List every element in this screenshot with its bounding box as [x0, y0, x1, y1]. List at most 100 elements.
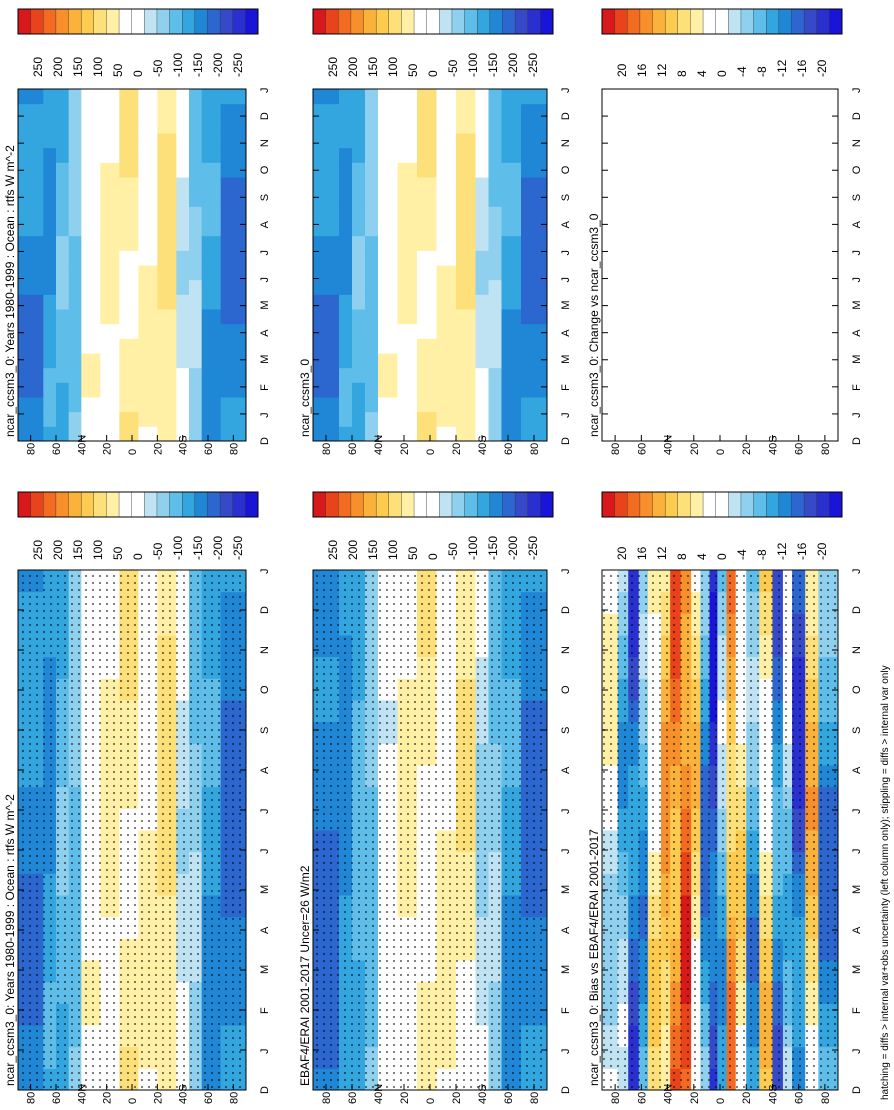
heat-cell	[365, 426, 379, 442]
month-tick-label: J	[851, 88, 863, 94]
colorbar-swatch	[664, 8, 679, 35]
colorbar-tick-label: 250	[31, 57, 45, 77]
heat-cell	[417, 147, 437, 163]
colorbar-swatch	[350, 491, 365, 518]
heat-cell	[176, 235, 190, 251]
month-tick-label: A	[259, 766, 271, 774]
colorbar-tick-label: 50	[111, 63, 125, 77]
heat-cell	[157, 206, 177, 222]
heat-cell	[119, 367, 139, 383]
heat-cell	[119, 279, 139, 295]
heat-cell	[100, 250, 120, 266]
heat-cell	[81, 411, 101, 427]
heat-cell	[43, 235, 57, 251]
heat-cell	[475, 265, 489, 281]
heat-cell	[339, 250, 353, 266]
heat-cell	[81, 265, 101, 281]
heat-cell	[176, 309, 190, 325]
colorbar-swatch	[43, 491, 57, 518]
heat-cell	[397, 250, 418, 266]
colorbar-swatch	[502, 491, 516, 518]
colorbar-swatch	[401, 8, 415, 35]
heat-cell	[201, 353, 222, 369]
heat-cell	[189, 221, 203, 237]
colorbar-tick-label: 100	[386, 57, 400, 77]
colorbar-tick-label: -12	[775, 59, 789, 77]
colorbar-swatch	[715, 8, 729, 35]
heat-cell	[81, 118, 101, 134]
heat-cell	[313, 235, 340, 251]
heat-cell	[313, 309, 340, 325]
month-tick-label: D	[560, 606, 572, 614]
heat-cell	[18, 323, 44, 339]
heat-cell	[397, 206, 418, 222]
heat-cell	[378, 426, 398, 442]
heat-cell	[189, 250, 203, 266]
heat-cell	[189, 103, 203, 119]
heat-cell	[501, 338, 522, 354]
colorbar-tick-label: -200	[506, 536, 520, 560]
month-tick-label: M	[560, 885, 572, 894]
heat-cell	[475, 426, 489, 442]
heat-cell	[68, 367, 82, 383]
heat-cell	[436, 426, 457, 442]
month-tick-label: J	[560, 569, 572, 575]
heat-cell	[436, 206, 457, 222]
lat-tick-label: 20	[741, 1092, 753, 1104]
heat-cell	[43, 221, 57, 237]
month-tick-label: J	[851, 250, 863, 256]
heat-cell	[436, 89, 457, 105]
panel-title: ncar_ccsm3_0	[298, 359, 312, 437]
heat-cell	[417, 353, 437, 369]
heat-cell	[176, 221, 190, 237]
month-tick-label: J	[259, 277, 271, 283]
colorbar-tick-label: 50	[406, 546, 420, 560]
heat-cell	[138, 294, 158, 310]
heat-cell	[456, 397, 476, 413]
heat-cell	[365, 382, 379, 398]
heat-cell	[189, 353, 203, 369]
heat-cell	[436, 250, 457, 266]
heat-cell	[220, 89, 247, 105]
colorbar-tick-label: 0	[426, 70, 440, 77]
heat-cell	[397, 221, 418, 237]
heat-cell	[138, 221, 158, 237]
heat-cell	[313, 338, 340, 354]
month-tick-label: O	[259, 165, 271, 174]
colorbar-swatch	[219, 491, 234, 518]
heat-cell	[339, 411, 353, 427]
heat-cell	[501, 235, 522, 251]
heat-cell	[81, 367, 101, 383]
heat-cell	[436, 411, 457, 427]
heat-cell	[81, 353, 101, 369]
heat-cell	[339, 294, 353, 310]
heat-cell	[201, 323, 222, 339]
colorbar-swatch	[388, 8, 402, 35]
heat-cell	[138, 133, 158, 149]
heat-cell	[521, 103, 548, 119]
heat-cell	[68, 323, 82, 339]
heat-cell	[201, 191, 222, 207]
heat-cell	[201, 367, 222, 383]
heat-cell	[100, 147, 120, 163]
colorbar-swatch	[728, 491, 742, 518]
heat-cell	[488, 133, 502, 149]
heat-cell	[68, 177, 82, 193]
heat-cell	[456, 411, 476, 427]
lat-tick-label: 80	[26, 443, 38, 455]
heat-cell	[378, 147, 398, 163]
heat-cell	[81, 147, 101, 163]
colorbar-swatch	[144, 491, 158, 518]
heat-cell	[18, 221, 44, 237]
colorbar-diff-4: 20 16 12 8 4 0 -4 -8 -12 -16 -20	[601, 8, 843, 77]
heat-cell	[339, 426, 353, 442]
lat-tick-label: 60	[636, 1092, 648, 1104]
colorbar-tick-label: -50	[151, 59, 165, 77]
heat-cell	[378, 133, 398, 149]
heat-cell	[138, 147, 158, 163]
heat-cell	[56, 397, 70, 413]
heat-cell	[501, 162, 522, 178]
colorbar-swatch	[131, 491, 145, 518]
heat-cell	[397, 353, 418, 369]
heat-cell	[352, 397, 366, 413]
